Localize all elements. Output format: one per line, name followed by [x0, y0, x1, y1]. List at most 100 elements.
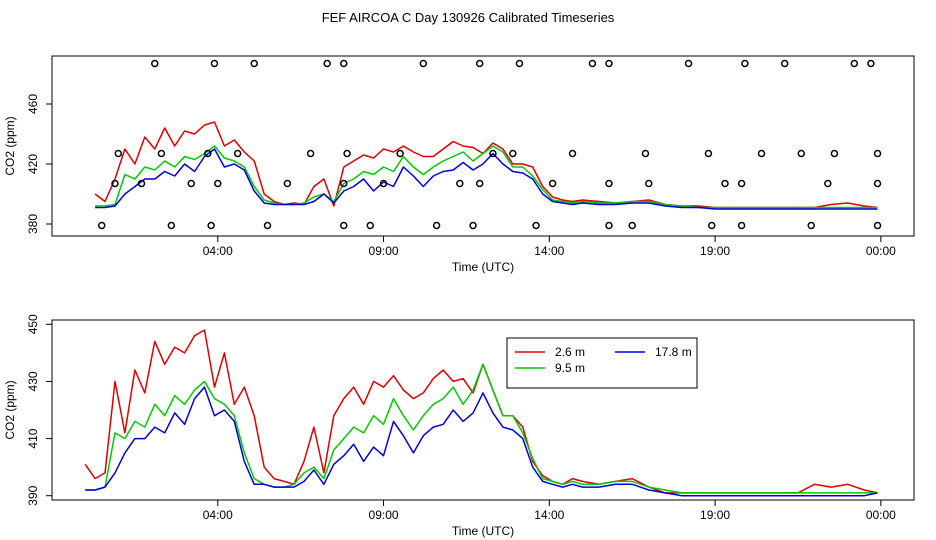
sample-marker — [807, 221, 815, 230]
sample-marker — [605, 179, 613, 188]
sample-marker — [873, 149, 882, 158]
sample-marker — [187, 179, 195, 188]
sample-marker — [250, 59, 258, 68]
sample-marker — [97, 221, 106, 230]
legend-label: 2.6 m — [555, 345, 585, 359]
sample-marker — [721, 179, 729, 188]
sample-marker — [157, 149, 166, 158]
series-line-9.5m — [95, 145, 878, 209]
sample-marker — [641, 149, 650, 158]
sample-marker — [509, 149, 517, 158]
sample-marker — [379, 179, 388, 188]
x-tick-label: 14:00 — [534, 244, 564, 258]
sample-marker — [475, 179, 484, 188]
sample-marker — [396, 149, 404, 158]
sample-marker — [204, 149, 212, 158]
sample-marker — [214, 179, 222, 188]
x-tick-label: 00:00 — [866, 244, 896, 258]
y-tick-label: 410 — [26, 428, 40, 448]
sample-marker — [532, 221, 540, 230]
sample-marker — [167, 221, 176, 230]
sample-marker — [475, 59, 484, 68]
sample-marker — [568, 149, 577, 158]
y-tick-label: 450 — [26, 314, 40, 334]
x-tick-label: 09:00 — [369, 508, 399, 522]
y-tick-label: 430 — [26, 371, 40, 391]
sample-marker — [628, 221, 636, 230]
x-tick-label: 19:00 — [700, 508, 730, 522]
sample-marker — [797, 149, 806, 158]
sample-marker — [340, 59, 348, 68]
y-axis-label: CO2 (ppm) — [3, 380, 17, 439]
sample-marker — [489, 149, 497, 158]
x-tick-label: 09:00 — [369, 244, 399, 258]
series-line-17.8m — [95, 148, 878, 210]
series-line-2.6m — [84, 329, 878, 494]
y-tick-label: 460 — [26, 94, 40, 114]
sample-marker — [207, 221, 215, 230]
x-tick-label: 00:00 — [866, 508, 896, 522]
sample-marker — [114, 149, 123, 158]
sample-marker — [210, 59, 219, 68]
sample-marker — [263, 221, 272, 230]
x-axis-label: Time (UTC) — [452, 524, 514, 538]
sample-marker — [340, 221, 348, 230]
sample-marker — [111, 179, 119, 188]
sample-marker — [515, 59, 524, 68]
sample-marker — [850, 59, 859, 68]
sample-marker — [137, 179, 146, 188]
sample-marker — [432, 221, 441, 230]
plot-frame — [51, 55, 915, 237]
sample-marker — [588, 59, 597, 68]
sample-marker — [323, 59, 331, 68]
sample-marker — [151, 59, 159, 68]
sample-marker — [340, 179, 348, 188]
legend-box — [506, 337, 698, 389]
sample-marker — [737, 221, 746, 230]
plot-frame — [51, 319, 915, 501]
legend: 2.6 m 17.8 m 9.5 m — [506, 337, 698, 389]
sample-marker — [873, 179, 882, 188]
sample-marker — [548, 179, 557, 188]
y-tick-label: 380 — [26, 214, 40, 234]
y-tick-label: 420 — [26, 154, 40, 174]
sample-marker — [873, 221, 882, 230]
x-tick-label: 04:00 — [203, 244, 233, 258]
sample-marker — [456, 179, 464, 188]
sample-marker — [737, 179, 746, 188]
sample-marker — [343, 149, 351, 158]
y-tick-label: 390 — [26, 485, 40, 505]
sample-marker — [605, 59, 613, 68]
sample-marker — [645, 179, 653, 188]
sample-marker — [366, 221, 375, 230]
x-axis-label: Time (UTC) — [452, 260, 514, 274]
sample-marker — [233, 149, 242, 158]
series-line-9.5m — [85, 363, 878, 494]
legend-label: 17.8 m — [655, 345, 692, 359]
sample-marker — [741, 59, 749, 68]
legend-label: 9.5 m — [555, 361, 585, 375]
sample-marker — [469, 221, 477, 230]
sample-marker — [780, 59, 789, 68]
figure-title: FEF AIRCOA C Day 130926 Calibrated Times… — [321, 10, 615, 25]
sample-marker — [704, 149, 713, 158]
chart-panel-1: 04:00 09:00 14:00 19:00 00:00 380 420 460 Time (… — [3, 55, 915, 274]
sample-marker — [605, 221, 613, 230]
sample-marker — [283, 179, 292, 188]
series-line-2.6m — [94, 121, 878, 209]
y-axis-label: CO2 (ppm) — [3, 116, 17, 175]
sample-marker — [830, 149, 839, 158]
sample-marker — [306, 149, 315, 158]
x-tick-label: 04:00 — [203, 508, 233, 522]
x-tick-label: 19:00 — [700, 244, 730, 258]
sample-marker — [867, 59, 875, 68]
sample-marker — [824, 179, 832, 188]
chart-panel-2: 04:00 09:00 14:00 19:00 00:00 390 410 430 450 Tim… — [3, 314, 915, 538]
sample-marker — [684, 59, 693, 68]
sample-marker — [419, 59, 428, 68]
sample-marker — [708, 221, 716, 230]
sample-marker — [757, 149, 766, 158]
x-tick-label: 14:00 — [534, 508, 564, 522]
series-line-17.8m — [85, 386, 878, 497]
